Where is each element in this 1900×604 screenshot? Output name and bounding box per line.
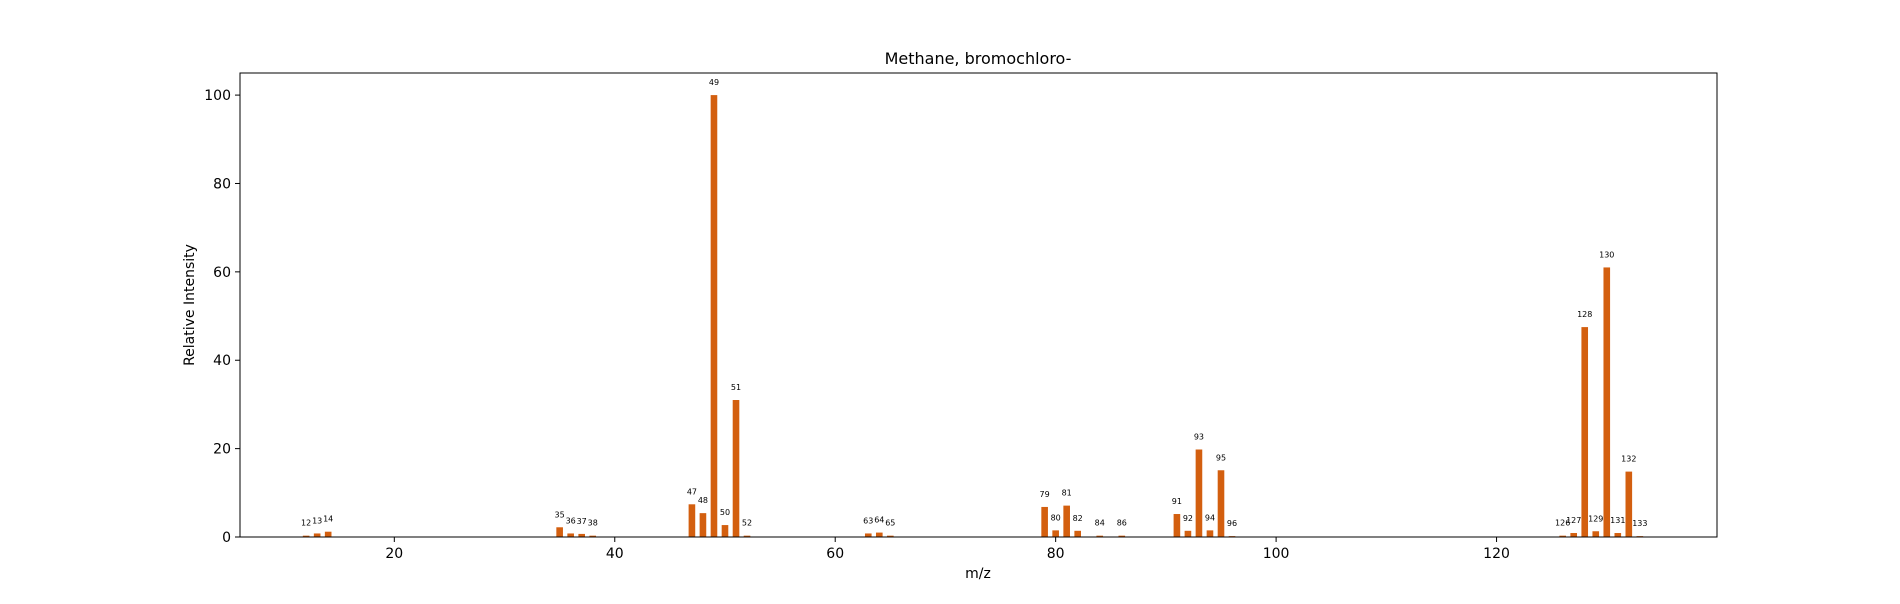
bar-label-mz-86: 86: [1117, 519, 1127, 528]
bar-label-mz-80: 80: [1051, 513, 1061, 522]
bar-label-mz-94: 94: [1205, 513, 1215, 522]
x-tick-label: 60: [826, 546, 844, 562]
bar-mz-126: [1559, 535, 1566, 537]
bar-mz-13: [313, 533, 321, 537]
bar-label-mz-126: 126: [1555, 519, 1570, 528]
chart-title: Methane, bromochloro-: [885, 49, 1072, 68]
bar-mz-92: [1184, 530, 1192, 537]
bar-mz-38: [589, 535, 597, 537]
bar-label-mz-50: 50: [720, 508, 730, 517]
plot-frame: [239, 72, 1718, 538]
bar-mz-64: [875, 532, 883, 537]
bar-mz-130: [1603, 267, 1611, 537]
bar-mz-86: [1118, 535, 1126, 537]
bars-group: [302, 95, 1644, 537]
bar-label-mz-47: 47: [687, 487, 697, 496]
bar-label-mz-81: 81: [1062, 489, 1072, 498]
y-tick-label: 60: [213, 265, 231, 281]
y-ticks-group: 0 20 40 60 80 100: [204, 88, 240, 546]
y-axis-label: Relative Intensity: [182, 244, 198, 366]
bar-mz-93: [1195, 449, 1203, 537]
bar-mz-79: [1041, 506, 1048, 537]
y-tick-label: 80: [213, 176, 231, 192]
bar-label-mz-133: 133: [1632, 519, 1647, 528]
bar-label-mz-91: 91: [1172, 497, 1182, 506]
bar-label-mz-64: 64: [874, 516, 884, 525]
bar-mz-82: [1074, 530, 1081, 537]
x-ticks-group: 20 40 60 80 100 120: [385, 537, 1510, 562]
bar-label-mz-65: 65: [885, 519, 895, 528]
y-tick-label: 40: [213, 353, 231, 369]
bar-mz-49: [710, 95, 718, 537]
bar-label-mz-82: 82: [1073, 514, 1083, 523]
x-tick-label: 40: [606, 546, 624, 562]
bar-label-mz-51: 51: [731, 383, 741, 392]
bar-label-mz-130: 130: [1599, 250, 1614, 259]
bar-mz-132: [1625, 471, 1633, 537]
bar-mz-50: [721, 525, 729, 537]
bar-mz-48: [699, 513, 707, 537]
bar-mz-47: [688, 504, 696, 537]
bar-mz-52: [743, 535, 751, 537]
bar-mz-14: [324, 531, 332, 537]
bar-mz-51: [732, 400, 740, 537]
bar-label-mz-131: 131: [1610, 516, 1625, 525]
bar-mz-84: [1096, 535, 1104, 537]
bar-mz-36: [567, 533, 574, 537]
bar-label-mz-84: 84: [1095, 519, 1105, 528]
bar-label-mz-96: 96: [1227, 519, 1237, 528]
bar-label-mz-79: 79: [1040, 490, 1050, 499]
bar-mz-95: [1217, 470, 1225, 537]
x-tick-label: 100: [1263, 546, 1290, 562]
bar-label-mz-128: 128: [1577, 310, 1592, 319]
bar-mz-129: [1592, 531, 1600, 537]
bar-label-mz-92: 92: [1183, 514, 1193, 523]
bar-mz-65: [887, 535, 894, 537]
bar-label-mz-35: 35: [555, 510, 565, 519]
x-tick-label: 120: [1483, 546, 1510, 562]
bar-label-mz-38: 38: [588, 519, 598, 528]
y-tick-label: 0: [222, 530, 231, 546]
bar-mz-131: [1614, 533, 1622, 537]
x-tick-label: 80: [1047, 546, 1065, 562]
bar-mz-81: [1063, 505, 1070, 537]
bar-label-mz-48: 48: [698, 496, 708, 505]
bar-mz-12: [302, 535, 310, 537]
bar-label-mz-129: 129: [1588, 514, 1603, 523]
bar-mz-35: [556, 527, 563, 537]
bar-mz-37: [578, 533, 585, 537]
bar-label-mz-132: 132: [1621, 455, 1636, 464]
x-tick-label: 20: [385, 546, 403, 562]
bar-label-mz-12: 12: [301, 519, 311, 528]
bar-label-mz-95: 95: [1216, 453, 1226, 462]
bar-mz-91: [1173, 514, 1181, 537]
bar-mz-128: [1581, 327, 1589, 537]
bar-label-mz-49: 49: [709, 78, 719, 87]
bar-label-mz-36: 36: [566, 516, 576, 525]
bar-label-mz-127: 127: [1566, 516, 1581, 525]
bar-mz-63: [864, 533, 872, 537]
y-tick-label: 20: [213, 442, 231, 458]
y-tick-label: 100: [204, 88, 231, 104]
bar-label-mz-13: 13: [312, 516, 322, 525]
bar-mz-80: [1052, 530, 1059, 537]
bar-mz-94: [1206, 530, 1214, 537]
bar-label-mz-52: 52: [742, 519, 752, 528]
bar-label-mz-14: 14: [323, 515, 333, 524]
x-axis-label: m/z: [965, 566, 991, 582]
bar-label-mz-93: 93: [1194, 433, 1204, 442]
bar-label-mz-63: 63: [863, 516, 873, 525]
bar-mz-127: [1570, 533, 1578, 537]
bar-label-mz-37: 37: [577, 517, 587, 526]
